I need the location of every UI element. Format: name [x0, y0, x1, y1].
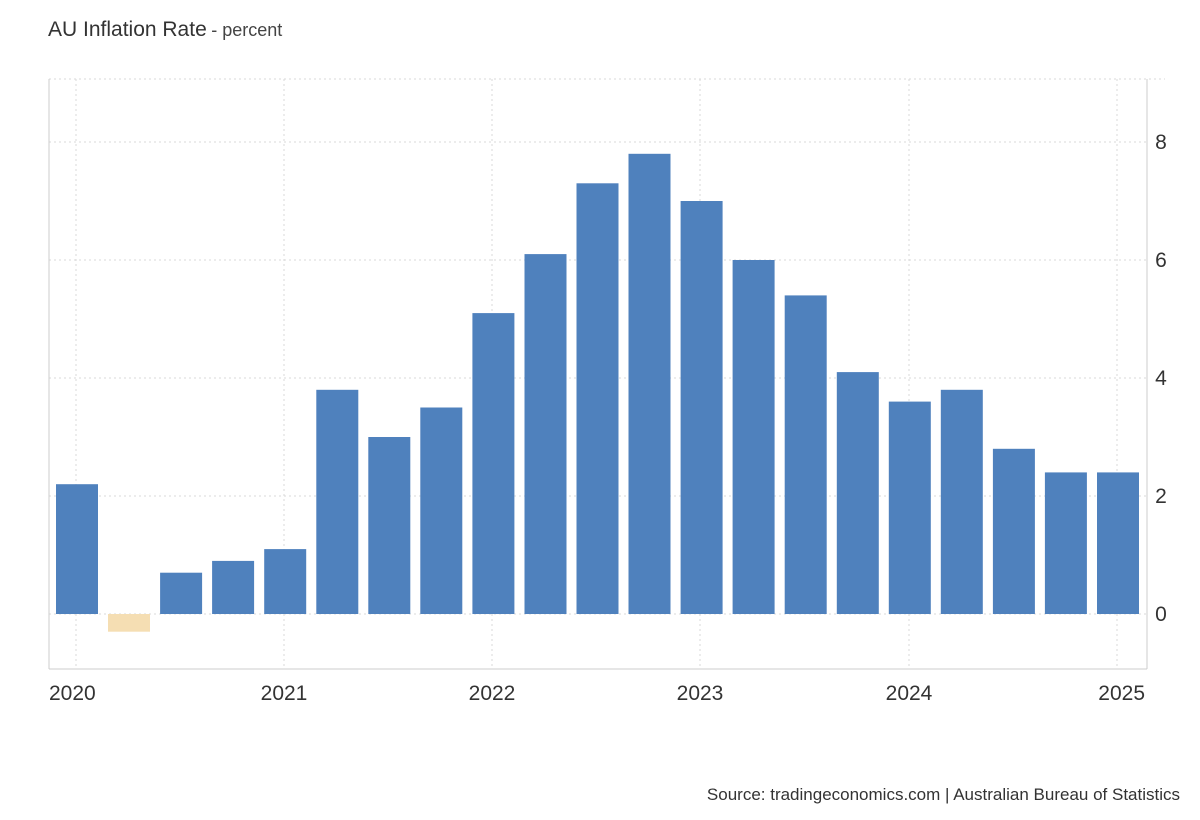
bar-2022-Q2	[524, 254, 567, 614]
bar-2022-Q1	[472, 313, 515, 614]
y-tick-label: 6	[1155, 249, 1167, 272]
y-tick-label: 8	[1155, 131, 1167, 154]
bar-2020-Q3	[160, 572, 203, 614]
bar-2021-Q3	[368, 437, 411, 614]
bar-2023-Q4	[836, 372, 879, 614]
bar-2024-Q1	[888, 401, 931, 614]
x-tick-label: 2025	[1098, 682, 1145, 705]
x-tick-label: 2023	[677, 682, 724, 705]
bar-2021-Q4	[420, 407, 463, 614]
bar-2023-Q1	[680, 201, 723, 614]
bar-2024-Q4	[1044, 472, 1087, 614]
y-tick-label: 0	[1155, 603, 1167, 626]
chart-title: AU Inflation Rate	[48, 18, 207, 41]
source-note: Source: tradingeconomics.com | Australia…	[706, 785, 1180, 804]
bar-2020-Q2	[108, 614, 150, 632]
bar-2025-Q1	[1097, 472, 1139, 614]
bar-2023-Q2	[732, 260, 775, 614]
x-tick-labels: 2020 2021 2022 2023 2024 2025	[49, 682, 1145, 705]
x-tick-label: 2024	[886, 682, 933, 705]
chart-title-block: AU Inflation Rate - percent	[48, 18, 282, 42]
y-tick-label: 4	[1155, 367, 1167, 390]
axes	[48, 79, 1148, 670]
y-tick-label: 2	[1155, 485, 1167, 508]
bar-2024-Q2	[940, 389, 983, 614]
bar-2022-Q3	[576, 183, 619, 615]
bar-2021-Q1	[264, 549, 307, 614]
x-tick-label: 2021	[261, 682, 308, 705]
x-tick-label: 2022	[469, 682, 516, 705]
bar-2020-Q1	[56, 484, 98, 614]
bar-2023-Q3	[784, 295, 827, 614]
bar-2022-Q4	[628, 153, 671, 615]
x-tick-label: 2020	[49, 682, 96, 705]
bar-2024-Q3	[992, 448, 1035, 614]
y-tick-labels: 0 2 4 6 8	[1155, 131, 1167, 626]
chart-subtitle: - percent	[211, 20, 283, 40]
bar-2021-Q2	[316, 389, 359, 614]
bars	[56, 153, 1139, 632]
bar-2020-Q4	[212, 560, 255, 614]
